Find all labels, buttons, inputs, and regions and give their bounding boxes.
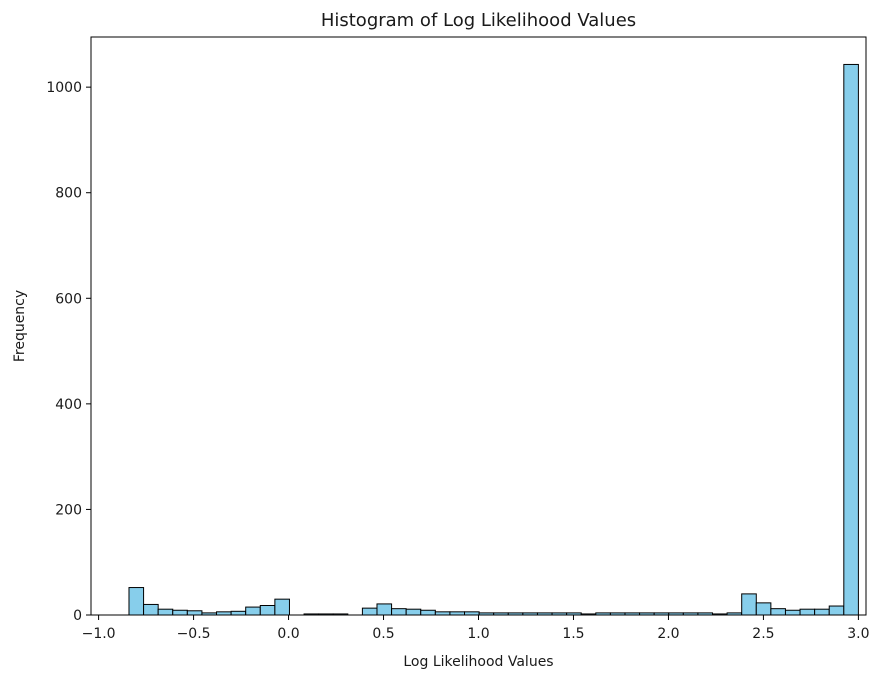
- histogram-bar: [230, 610, 247, 616]
- histogram-bar: [274, 598, 290, 616]
- histogram-bar: [143, 603, 159, 616]
- histogram-bar: [128, 587, 145, 616]
- x-tick-label: 1.5: [562, 626, 584, 642]
- y-tick-label: 200: [55, 502, 82, 518]
- plot-frame: [90, 36, 867, 616]
- histogram-bar: [784, 609, 801, 616]
- y-axis-label: Frequency: [12, 290, 28, 362]
- chart-title: Histogram of Log Likelihood Values: [321, 10, 636, 31]
- x-tick-label: 2.0: [657, 626, 679, 642]
- x-tick-label: −0.5: [177, 626, 211, 642]
- histogram-bar: [828, 605, 845, 616]
- histogram-bar: [376, 603, 393, 616]
- histogram-bar: [814, 608, 830, 616]
- histogram-bar: [245, 606, 261, 616]
- histogram-bar: [186, 610, 203, 616]
- histogram-bar: [770, 608, 786, 616]
- histogram-bar: [741, 593, 757, 616]
- y-axis-ticks: 0 200 400 600 800 1000: [46, 80, 91, 624]
- y-tick-label: 800: [55, 186, 82, 202]
- x-tick-label: 1.0: [467, 626, 489, 642]
- histogram-bar: [172, 609, 188, 616]
- x-axis-label: Log Likelihood Values: [403, 654, 553, 670]
- y-tick-label: 400: [55, 397, 82, 413]
- histogram-bar: [391, 608, 407, 616]
- x-tick-label: 0.5: [372, 626, 394, 642]
- y-tick-label: 1000: [46, 80, 82, 96]
- y-tick-label: 0: [73, 608, 82, 624]
- histogram-bar: [157, 608, 174, 616]
- histogram-bar: [259, 605, 276, 616]
- histogram-bar: [361, 607, 378, 616]
- y-tick-label: 600: [55, 291, 82, 307]
- bars-group: [128, 63, 859, 616]
- x-tick-label: 3.0: [847, 626, 869, 642]
- histogram-bar: [843, 63, 859, 616]
- x-axis-ticks: −1.0 −0.5 0.0 0.5 1.0 1.5 2.0 2.5 3.0: [82, 615, 870, 642]
- x-tick-label: 2.5: [752, 626, 774, 642]
- histogram-bar: [755, 602, 772, 616]
- histogram-bar: [420, 609, 436, 616]
- histogram-bar: [405, 608, 422, 616]
- x-tick-label: −1.0: [82, 626, 116, 642]
- histogram-bar: [799, 608, 816, 616]
- x-tick-label: 0.0: [277, 626, 299, 642]
